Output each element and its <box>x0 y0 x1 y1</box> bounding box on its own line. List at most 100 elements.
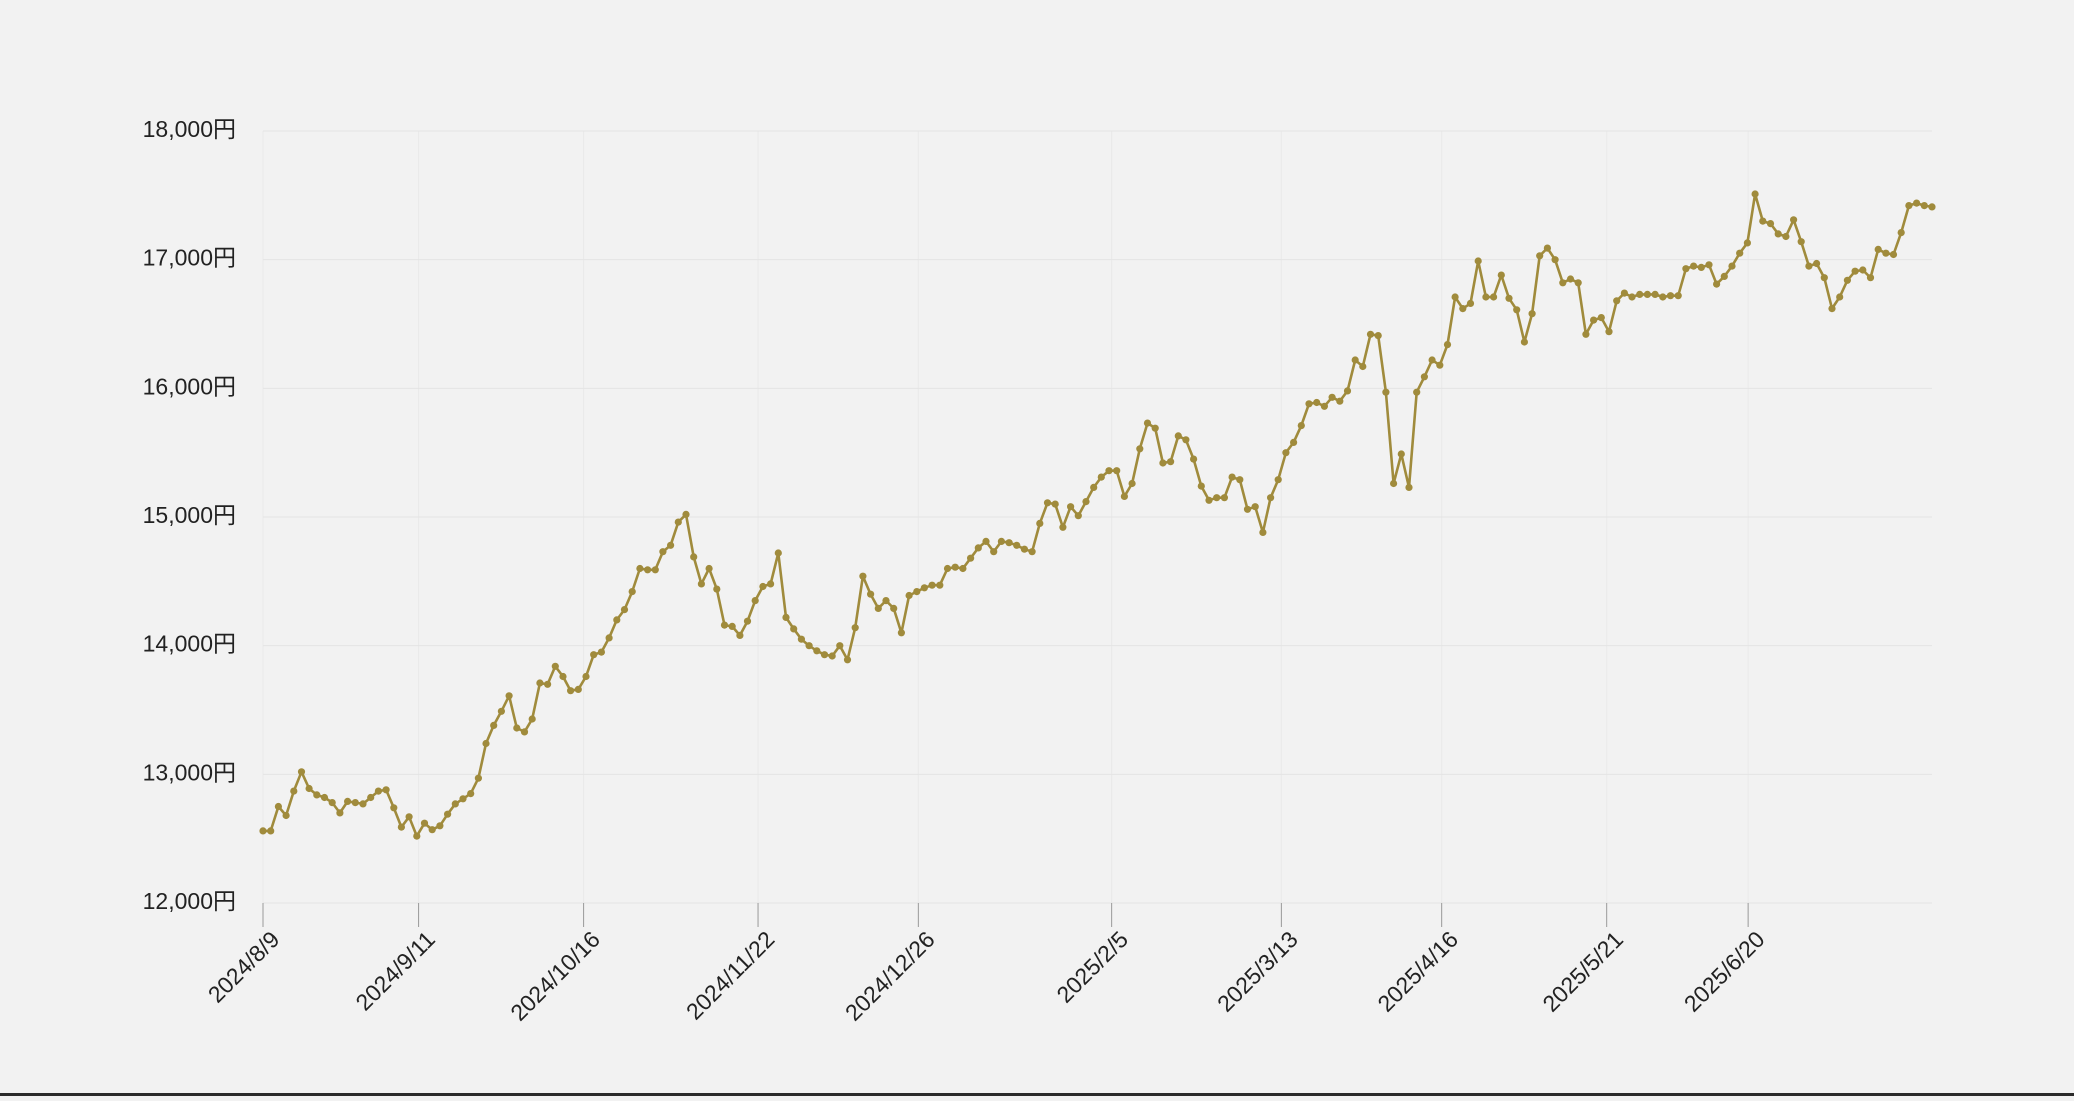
data-point <box>1197 482 1205 490</box>
data-point <box>320 793 329 802</box>
data-point <box>1790 216 1798 224</box>
data-point <box>1466 299 1475 307</box>
data-point <box>743 617 752 625</box>
data-point <box>1243 505 1252 513</box>
data-point <box>713 585 721 593</box>
data-point <box>505 692 513 700</box>
data-point <box>1167 458 1175 466</box>
data-point <box>1505 294 1513 302</box>
data-point <box>997 537 1006 546</box>
data-point <box>1559 279 1567 287</box>
data-point <box>1590 316 1598 324</box>
data-point <box>1682 265 1690 273</box>
data-point <box>728 622 736 631</box>
data-point <box>497 707 505 715</box>
data-point <box>1720 272 1728 280</box>
data-point <box>1097 473 1105 481</box>
data-point <box>1359 362 1367 371</box>
data-point <box>351 799 359 807</box>
x-tick-label: 2025/4/16 <box>1372 926 1463 1017</box>
data-point <box>690 553 698 561</box>
data-point <box>1513 306 1521 314</box>
data-point <box>1728 262 1736 270</box>
data-point <box>420 819 429 827</box>
data-point <box>836 642 844 650</box>
x-tick-label: 2024/12/26 <box>840 926 940 1026</box>
data-point <box>659 548 667 556</box>
data-point <box>874 604 882 613</box>
data-point <box>1843 276 1851 284</box>
data-point <box>259 827 267 835</box>
data-point <box>613 616 621 624</box>
data-point <box>1628 293 1636 301</box>
data-point <box>905 591 913 600</box>
data-point <box>1128 479 1136 488</box>
data-point <box>1051 500 1059 508</box>
data-point <box>1390 479 1398 488</box>
data-point <box>597 648 606 656</box>
data-point <box>1882 249 1890 257</box>
data-point <box>405 813 413 821</box>
data-point <box>759 582 767 591</box>
data-point <box>943 564 952 573</box>
x-tick-label: 2025/2/5 <box>1051 926 1133 1008</box>
data-point <box>1436 361 1444 369</box>
data-point <box>1290 438 1298 446</box>
data-point <box>1090 483 1098 491</box>
data-point <box>1236 476 1244 484</box>
data-point <box>1605 328 1613 336</box>
data-point <box>636 564 644 573</box>
data-point <box>1351 356 1359 364</box>
data-point <box>1613 297 1621 305</box>
data-point <box>1836 293 1844 301</box>
data-point <box>767 580 775 588</box>
data-point <box>267 827 275 835</box>
data-point <box>1751 190 1759 198</box>
data-point <box>1190 455 1198 463</box>
data-point <box>474 774 482 782</box>
data-point <box>1259 528 1267 537</box>
data-point <box>990 548 998 556</box>
x-tick-label: 2024/8/9 <box>203 926 285 1008</box>
data-point <box>1805 262 1813 270</box>
data-point <box>1820 274 1828 282</box>
data-point <box>574 685 582 694</box>
data-point <box>1528 310 1536 318</box>
data-point <box>1782 232 1790 241</box>
data-point <box>890 604 898 613</box>
data-point <box>1228 473 1236 481</box>
series-layer <box>259 190 1936 840</box>
data-point <box>336 809 344 817</box>
data-point <box>1828 305 1836 313</box>
data-point <box>859 572 867 580</box>
data-point <box>644 566 652 574</box>
data-point <box>1797 238 1805 246</box>
data-point <box>490 721 498 730</box>
data-point <box>790 625 798 633</box>
data-point <box>1036 519 1044 528</box>
data-point <box>1074 512 1082 520</box>
data-point <box>444 810 452 818</box>
data-point <box>820 651 829 659</box>
data-point <box>1897 229 1905 237</box>
data-point <box>551 662 559 670</box>
data-point <box>451 800 459 808</box>
y-axis: 12,000円 13,000円 14,000円 15,000円 16,000円 17,00… <box>143 116 236 914</box>
data-point <box>1067 503 1075 511</box>
data-point <box>682 510 690 518</box>
x-tick-label: 2024/9/11 <box>350 926 440 1016</box>
y-tick-label: 16,000円 <box>143 373 236 399</box>
data-point <box>736 631 744 640</box>
data-point <box>1520 338 1528 346</box>
data-point <box>605 634 613 642</box>
x-axis: 2024/8/9 2024/9/11 2024/10/16 2024/11/22 202… <box>203 903 1770 1026</box>
data-point <box>1343 387 1352 395</box>
data-point <box>705 564 713 573</box>
data-point <box>1336 397 1344 405</box>
data-point <box>413 832 421 840</box>
data-point <box>1566 275 1575 283</box>
data-point <box>1574 279 1582 287</box>
data-point <box>567 687 575 695</box>
data-point <box>843 656 852 664</box>
data-point <box>1113 467 1121 475</box>
